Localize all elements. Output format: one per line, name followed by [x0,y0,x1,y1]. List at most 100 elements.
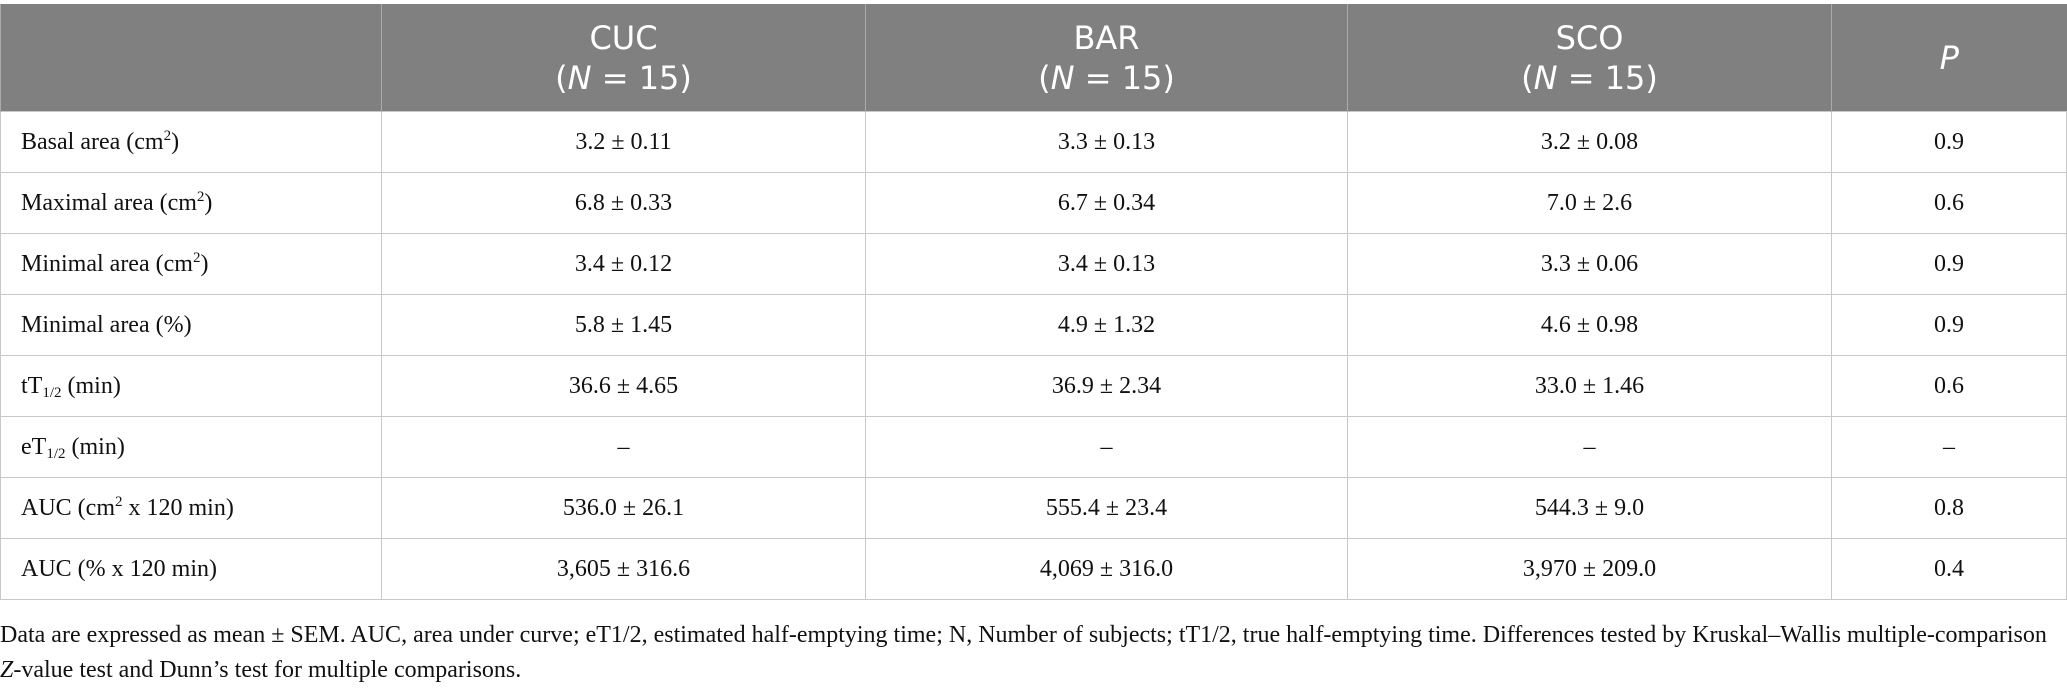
text-segment: ( [555,58,568,97]
text-segment: N [567,58,592,97]
table-cell: 3.4 ± 0.13 [865,233,1348,295]
text-segment: (min) [61,372,121,399]
table-cell: – [865,416,1348,478]
table-cell: 0.6 [1831,172,2067,234]
text-segment: -value test and Dunn’s test for multiple… [13,657,522,683]
text-segment: Minimal area (%) [21,311,192,338]
text-segment: Z [0,657,14,683]
header-line: (N = 15) [1348,58,1831,98]
header-cell: P [1831,4,2067,112]
table-cell: 536.0 ± 26.1 [381,477,866,539]
table-cell: 3.4 ± 0.12 [381,233,866,295]
table-cell: 0.6 [1831,355,2067,417]
text-segment: = 15) [1074,58,1175,97]
table-cell: 3.3 ± 0.06 [1347,233,1832,295]
row-label: Maximal area (cm2) [0,172,382,234]
table-cell: 0.4 [1831,538,2067,600]
table-cell: 3.2 ± 0.08 [1347,111,1832,173]
row-label: Minimal area (%) [0,294,382,356]
text-segment: ) [200,250,209,277]
text-segment: 2 [163,127,172,144]
row-label: tT1/2 (min) [0,355,382,417]
text-segment: AUC (% x 120 min) [21,555,217,582]
text-segment: tT [21,372,43,399]
footnote: Data are expressed as mean ± SEM. AUC, a… [0,618,2060,688]
table-cell: 4.9 ± 1.32 [865,294,1348,356]
table-cell: 36.9 ± 2.34 [865,355,1348,417]
table-cell: 0.9 [1831,294,2067,356]
table-cell: 3.2 ± 0.11 [381,111,866,173]
row-label: AUC (% x 120 min) [0,538,382,600]
header-line: (N = 15) [866,58,1347,98]
text-segment: eT [21,433,47,460]
table-cell: 36.6 ± 4.65 [381,355,866,417]
header-line: P [1832,38,2067,78]
header-cell: CUC (N = 15) [381,4,866,112]
row-label: Basal area (cm2) [0,111,382,173]
text-segment: x 120 min) [122,494,234,521]
row-label: Minimal area (cm2) [0,233,382,295]
row-label: eT1/2 (min) [0,416,382,478]
header-cell: BAR (N = 15) [865,4,1348,112]
table-body: Basal area (cm2) 3.2 ± 0.11 3.3 ± 0.13 3.2 … [0,111,2067,600]
text-segment: ) [171,128,180,155]
text-segment: ) [204,189,213,216]
table-cell: 0.9 [1831,111,2067,173]
text-segment: P [1939,38,1959,77]
text-segment: Basal area (cm [21,128,164,155]
table-cell: – [1831,416,2067,478]
text-segment: = 15) [1557,58,1658,97]
table-cell: 3,605 ± 316.6 [381,538,866,600]
text-segment: N [1050,58,1075,97]
table-cell: – [381,416,866,478]
data-table: CUC (N = 15) BAR (N = 15) SCO (N = 15) P Basal… [0,4,2067,600]
text-segment: Minimal area (cm [21,250,193,277]
table-cell: 0.9 [1831,233,2067,295]
row-label: AUC (cm2 x 120 min) [0,477,382,539]
text-segment: (min) [65,433,125,460]
table-cell: – [1347,416,1832,478]
table-cell: 3.3 ± 0.13 [865,111,1348,173]
text-segment: Maximal area (cm [21,189,197,216]
text-segment: SCO [1555,18,1624,57]
header-cell: SCO (N = 15) [1347,4,1832,112]
text-segment: 2 [192,249,201,266]
table-cell: 6.8 ± 0.33 [381,172,866,234]
table-cell: 7.0 ± 2.6 [1347,172,1832,234]
text-segment: = 15) [591,58,692,97]
table-row: AUC (% x 120 min) 3,605 ± 316.6 4,069 ± 31… [0,538,2067,600]
text-segment: N [1533,58,1558,97]
text-segment: 2 [196,188,205,205]
table-cell: 0.8 [1831,477,2067,539]
header-row: CUC (N = 15) BAR (N = 15) SCO (N = 15) P [0,4,2067,112]
header-line: SCO [1348,18,1831,58]
text-segment: ( [1038,58,1051,97]
text-segment: ( [1521,58,1534,97]
table-row: eT1/2 (min) – – – – [0,416,2067,478]
text-segment: AUC (cm [21,494,115,521]
text-segment: CUC [589,18,658,57]
table-cell: 555.4 ± 23.4 [865,477,1348,539]
table-cell: 544.3 ± 9.0 [1347,477,1832,539]
table-cell: 6.7 ± 0.34 [865,172,1348,234]
table-row: Maximal area (cm2) 6.8 ± 0.33 6.7 ± 0.34 7.… [0,172,2067,234]
table-row: tT1/2 (min) 36.6 ± 4.65 36.9 ± 2.34 33.0 ± … [0,355,2067,417]
table-row: Minimal area (%) 5.8 ± 1.45 4.9 ± 1.32 4.6 … [0,294,2067,356]
table-header: CUC (N = 15) BAR (N = 15) SCO (N = 15) P [0,4,2067,112]
table-cell: 4.6 ± 0.98 [1347,294,1832,356]
table-row: AUC (cm2 x 120 min) 536.0 ± 26.1 555.4 ± 2… [0,477,2067,539]
table-cell: 3,970 ± 209.0 [1347,538,1832,600]
table-row: Basal area (cm2) 3.2 ± 0.11 3.3 ± 0.13 3.2 … [0,111,2067,173]
header-line: CUC [382,18,865,58]
header-line: BAR [866,18,1347,58]
header-line: (N = 15) [382,58,865,98]
text-segment: 1/2 [42,384,62,401]
text-segment: Data are expressed as mean ± SEM. AUC, a… [0,622,2047,648]
text-segment: 2 [114,493,123,510]
header-cell [0,4,382,112]
text-segment: 1/2 [46,445,66,462]
table-cell: 33.0 ± 1.46 [1347,355,1832,417]
table-cell: 5.8 ± 1.45 [381,294,866,356]
text-segment: BAR [1073,18,1140,57]
